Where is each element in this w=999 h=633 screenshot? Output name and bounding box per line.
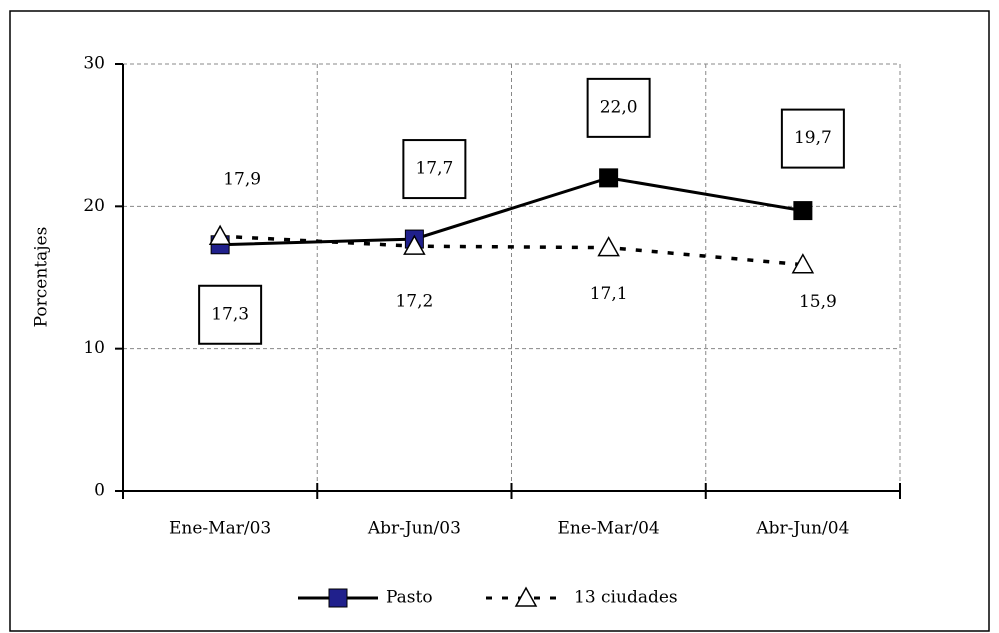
value-label: 17,2: [395, 292, 433, 312]
value-label: 17,3: [211, 304, 249, 324]
y-axis-label: Porcentajes: [32, 227, 52, 328]
x-tick-label: Abr-Jun/03: [367, 519, 461, 539]
x-tick-label: Ene-Mar/04: [558, 519, 660, 539]
value-label: 17,1: [590, 284, 628, 304]
y-tick-label: 30: [83, 54, 105, 74]
data-point: [208, 224, 232, 245]
x-tick-label: Ene-Mar/03: [169, 519, 271, 539]
legend-marker: [514, 586, 538, 607]
y-tick-label: 20: [83, 196, 105, 216]
value-label: 17,9: [223, 170, 261, 190]
y-tick-label: 0: [94, 481, 105, 501]
y-tick-label: 10: [83, 338, 105, 358]
value-label: 19,7: [794, 128, 832, 148]
x-tick-label: Abr-Jun/04: [755, 519, 849, 539]
legend-marker: [328, 588, 348, 608]
value-label: 17,7: [415, 159, 453, 179]
legend-label: 13 ciudades: [574, 588, 678, 608]
value-label-box: [586, 77, 651, 138]
data-point: [791, 253, 815, 274]
series-line: [220, 234, 804, 267]
data-point: [599, 168, 619, 188]
data-point: [403, 234, 426, 255]
data-point: [597, 236, 620, 257]
value-label-box: [198, 284, 263, 345]
value-label-box: [402, 139, 467, 200]
legend-label: Pasto: [386, 588, 433, 608]
value-label: 22,0: [600, 97, 638, 117]
value-label: 15,9: [799, 292, 837, 312]
data-point: [793, 201, 813, 221]
value-label-box: [780, 108, 845, 169]
